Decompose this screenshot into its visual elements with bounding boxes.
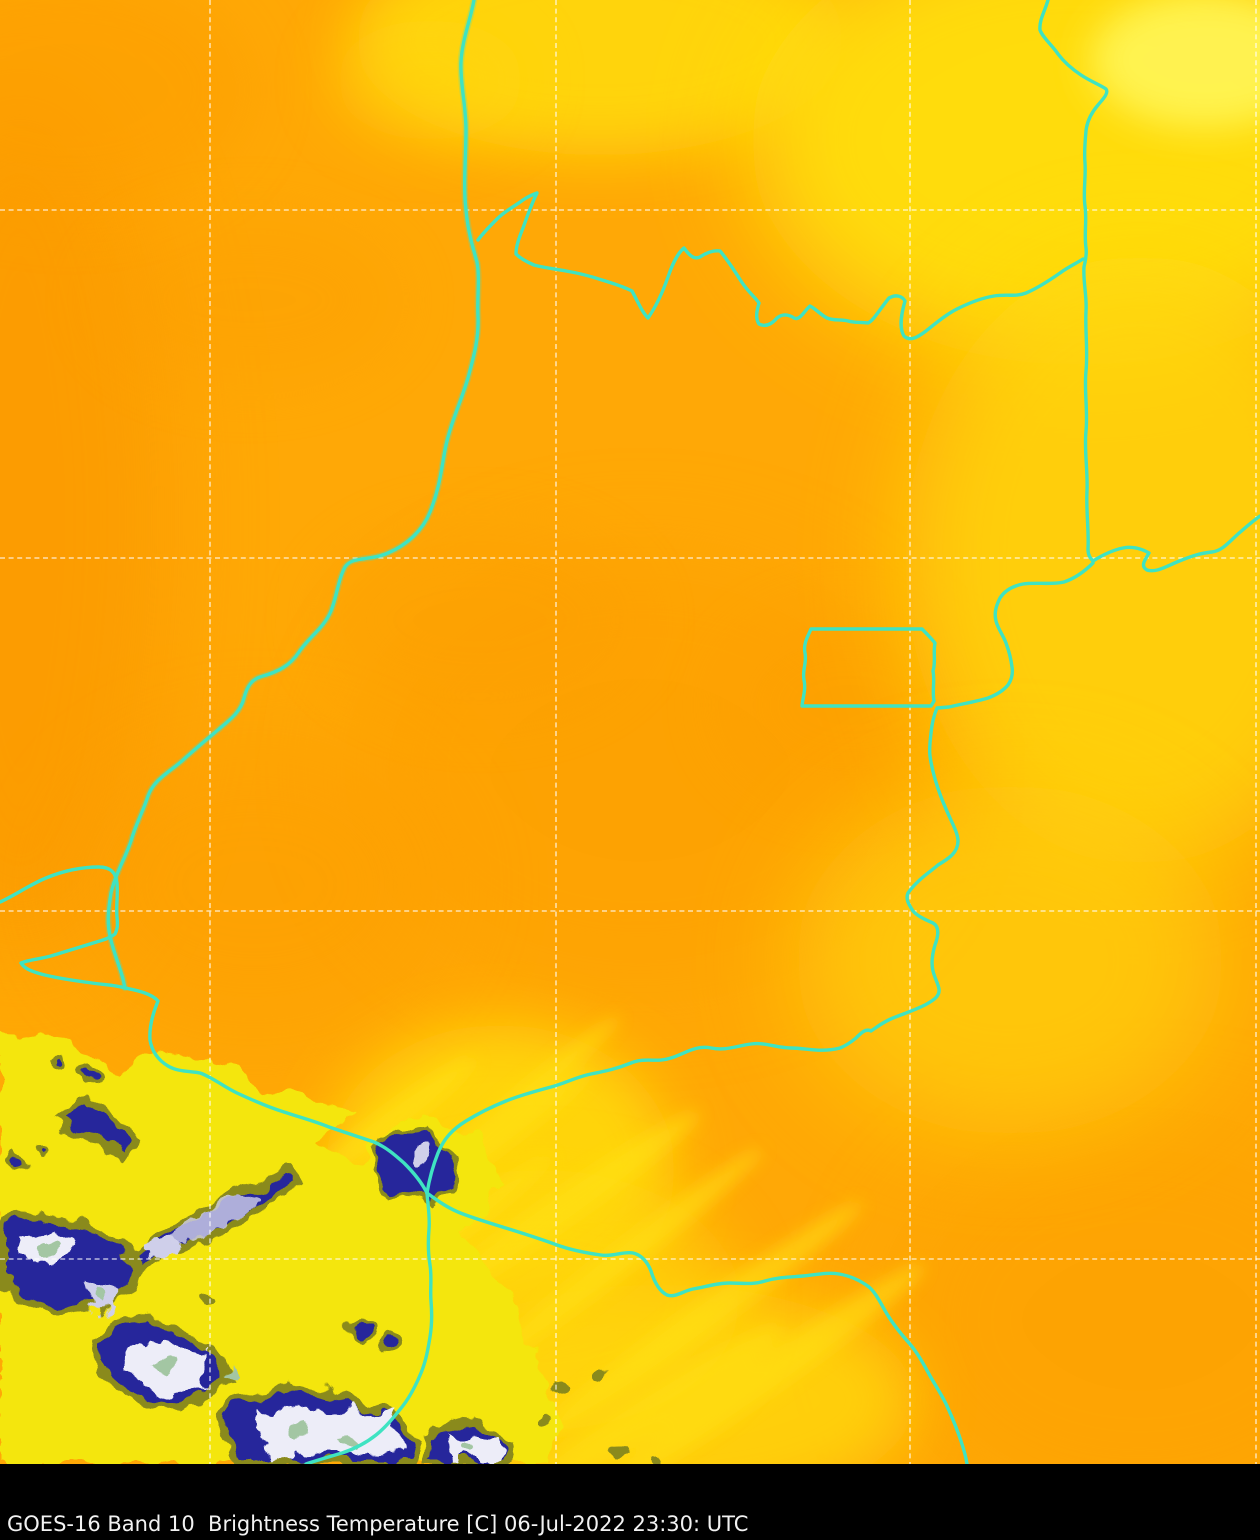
caption-text: GOES-16 Band 10 Brightness Temperature […: [7, 1512, 749, 1536]
district-rectangle-boundary: [800, 627, 937, 708]
south-branch-boundary: [304, 1191, 434, 1464]
cloud-layer: [0, 1030, 666, 1464]
east-branch-boundary: [1091, 514, 1260, 573]
river-claw-boundary: [0, 865, 127, 990]
north-state-boundary: [476, 191, 1085, 341]
satellite-map: [0, 0, 1260, 1464]
southwest-state-boundary: [123, 986, 429, 1195]
southeast-branch-boundary: [425, 1191, 969, 1464]
cloud-coldest-green-specks: [44, 1242, 477, 1457]
graticule-grid: [0, 0, 1260, 1464]
east-and-south-state-boundary: [425, 561, 1095, 1195]
northeast-state-boundary: [1038, 0, 1109, 563]
state-boundary-lines: [0, 0, 1260, 1464]
caption-bar: GOES-16 Band 10 Brightness Temperature […: [0, 1464, 1260, 1540]
west-state-boundary: [106, 0, 481, 990]
